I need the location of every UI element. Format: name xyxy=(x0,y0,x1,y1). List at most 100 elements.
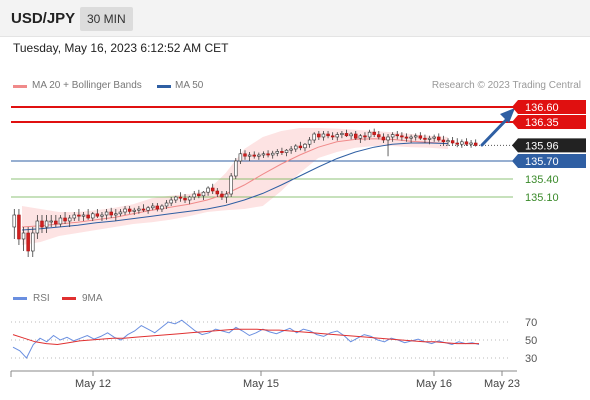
candle xyxy=(395,131,399,140)
candle xyxy=(81,212,86,221)
candle xyxy=(174,195,178,203)
candle xyxy=(404,133,409,142)
candle-body xyxy=(363,135,367,138)
candle-body xyxy=(49,220,53,223)
level-label-box xyxy=(512,138,586,153)
level-label-135.70: 135.70 xyxy=(512,154,586,168)
rsi-tick-label: 30 xyxy=(525,353,537,365)
forecast-arrow-shaft xyxy=(480,116,510,147)
candle-body xyxy=(12,214,17,228)
candle xyxy=(330,132,335,140)
candle xyxy=(284,149,289,157)
candle xyxy=(100,212,104,221)
candle-body xyxy=(413,135,418,138)
candle xyxy=(17,209,21,245)
candle-body xyxy=(132,209,136,212)
candle xyxy=(469,140,473,148)
candle-body xyxy=(441,139,446,143)
9ma-legend-swatch xyxy=(62,297,76,300)
level-label-box xyxy=(512,115,586,129)
level-label-135.40: 135.40 xyxy=(525,174,559,186)
candle xyxy=(441,135,446,146)
candle-body xyxy=(77,214,81,217)
candle xyxy=(344,129,349,137)
ma20-legend-label: MA 20 + Bollinger Bands xyxy=(32,80,142,91)
candle xyxy=(349,132,353,140)
candle xyxy=(418,132,423,140)
candle-body xyxy=(169,199,173,204)
x-tick-label: May 16 xyxy=(416,378,452,390)
rsi-legend-label: RSI xyxy=(33,293,50,304)
candle xyxy=(220,191,224,200)
candle xyxy=(413,133,418,141)
candle-body xyxy=(197,193,201,197)
timestamp: Tuesday, May 16, 2023 6:12:52 AM CET xyxy=(13,41,229,55)
candle xyxy=(460,139,464,148)
candle xyxy=(270,150,275,159)
candle xyxy=(238,149,243,164)
level-label-box xyxy=(512,100,586,114)
candle xyxy=(377,131,381,140)
candle xyxy=(67,215,72,227)
candle xyxy=(298,141,303,151)
candle-body xyxy=(450,140,455,144)
candle-body xyxy=(17,214,21,240)
candle-body xyxy=(294,145,298,150)
candle-body xyxy=(81,214,86,217)
candle-body xyxy=(266,153,270,156)
rsi-legend-swatch xyxy=(13,297,27,300)
candle-body xyxy=(455,142,459,145)
candle xyxy=(132,207,136,215)
candle xyxy=(118,209,123,217)
candle-body xyxy=(164,202,169,207)
candle xyxy=(367,129,372,140)
candle xyxy=(409,134,413,143)
candle-body xyxy=(210,187,215,192)
candle-body xyxy=(160,205,164,210)
candle xyxy=(206,186,210,196)
candle-body xyxy=(446,140,450,143)
candle-body xyxy=(418,135,423,139)
candle-body xyxy=(464,141,469,145)
ma20-legend-swatch xyxy=(13,85,27,88)
candle-body xyxy=(400,135,404,138)
candle xyxy=(400,132,404,141)
candle-body xyxy=(284,149,289,153)
level-label-text: 136.35 xyxy=(525,117,559,129)
candle-body xyxy=(187,196,192,201)
candle-body xyxy=(178,196,183,199)
candle xyxy=(150,203,155,211)
candle xyxy=(363,132,367,141)
candle-body xyxy=(72,214,77,219)
candle xyxy=(114,209,118,221)
candle xyxy=(95,209,100,218)
candle xyxy=(187,195,192,205)
candle xyxy=(40,215,44,233)
candle-body xyxy=(91,213,95,219)
candle xyxy=(307,137,312,148)
candle xyxy=(183,194,187,203)
candle-body xyxy=(114,213,118,216)
candle-body xyxy=(312,133,316,141)
candle xyxy=(335,132,340,141)
9ma-legend-label: 9MA xyxy=(82,293,103,304)
candle-body xyxy=(150,205,155,209)
candle xyxy=(12,209,17,239)
level-label-text: 135.10 xyxy=(525,192,559,204)
level-label-136.60: 136.60 xyxy=(512,100,586,114)
level-label-136.35: 136.35 xyxy=(512,115,586,129)
candle-body xyxy=(118,211,123,215)
candle xyxy=(234,158,238,179)
candle xyxy=(63,212,67,224)
candle-body xyxy=(395,134,399,137)
level-label-135.96: 135.96 xyxy=(512,138,586,153)
candle xyxy=(303,143,307,152)
candle xyxy=(326,131,330,139)
candle-body xyxy=(460,141,464,145)
ma50-legend-label: MA 50 xyxy=(175,80,204,91)
candle-body xyxy=(344,133,349,137)
candle-body xyxy=(229,175,233,195)
candle xyxy=(464,138,469,146)
candle xyxy=(275,149,280,157)
timeframe-button[interactable]: 30 MIN xyxy=(80,7,133,31)
